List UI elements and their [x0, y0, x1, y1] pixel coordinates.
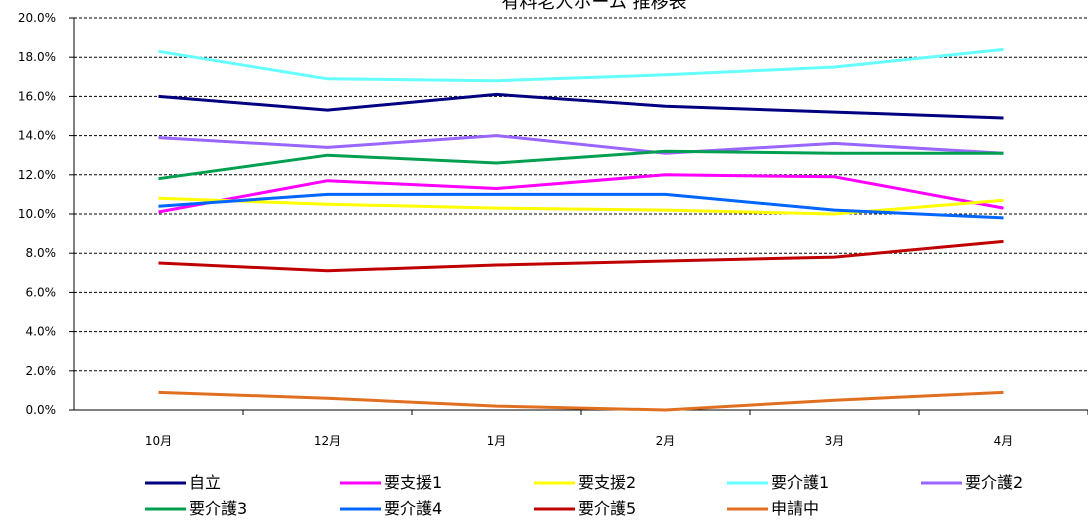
legend-label: 要介護5 — [578, 499, 636, 518]
series-line — [158, 134, 1004, 155]
y-tick-label: 20.0% — [18, 11, 56, 25]
x-tick-label: 12月 — [314, 434, 341, 448]
y-tick-label: 4.0% — [26, 325, 57, 339]
series-line — [158, 239, 1004, 273]
legend: 自立 要支援1 要支援2 要介護1 要介護2 要介護3 要介護4 要介護5 申請中 — [145, 473, 1023, 518]
legend-label: 要支援1 — [384, 473, 442, 492]
legend-label: 要介護2 — [965, 473, 1023, 492]
y-tick-label: 0.0% — [26, 403, 57, 417]
series-line — [158, 92, 1004, 120]
y-tick-label: 2.0% — [26, 364, 57, 378]
legend-label: 要介護3 — [189, 499, 247, 518]
series-line — [158, 192, 1004, 220]
y-tick-label: 10.0% — [18, 207, 56, 221]
x-tick-label: 1月 — [487, 434, 507, 448]
series-lines — [158, 47, 1004, 412]
y-tick-label: 12.0% — [18, 168, 56, 182]
legend-label: 要介護4 — [384, 499, 442, 518]
series-line — [158, 390, 1004, 412]
series-line — [158, 173, 1004, 214]
x-tick-label: 3月 — [825, 434, 845, 448]
legend-label: 自立 — [189, 473, 221, 492]
legend-label: 申請中 — [771, 499, 819, 518]
chart-title: 有料老人ホーム 推移表 — [501, 0, 686, 13]
series-line — [158, 47, 1004, 83]
y-tick-label: 14.0% — [18, 129, 56, 143]
series-line — [158, 149, 1004, 181]
x-axis-ticks: 10月 12月 1月 2月 3月 4月 — [145, 410, 1088, 448]
legend-label: 要支援2 — [578, 473, 636, 492]
legend-label: 要介護1 — [771, 473, 829, 492]
y-tick-label: 8.0% — [26, 246, 57, 260]
y-tick-label: 6.0% — [26, 285, 57, 299]
x-tick-label: 10月 — [145, 434, 172, 448]
y-tick-label: 16.0% — [18, 89, 56, 103]
y-tick-label: 18.0% — [18, 50, 56, 64]
axes — [73, 18, 1088, 411]
y-axis-ticks: 0.0% 2.0% 4.0% 6.0% 8.0% 10.0% 12.0% 14.0% 16.0%… — [18, 11, 74, 417]
x-tick-label: 4月 — [994, 434, 1014, 448]
x-tick-label: 2月 — [656, 434, 676, 448]
